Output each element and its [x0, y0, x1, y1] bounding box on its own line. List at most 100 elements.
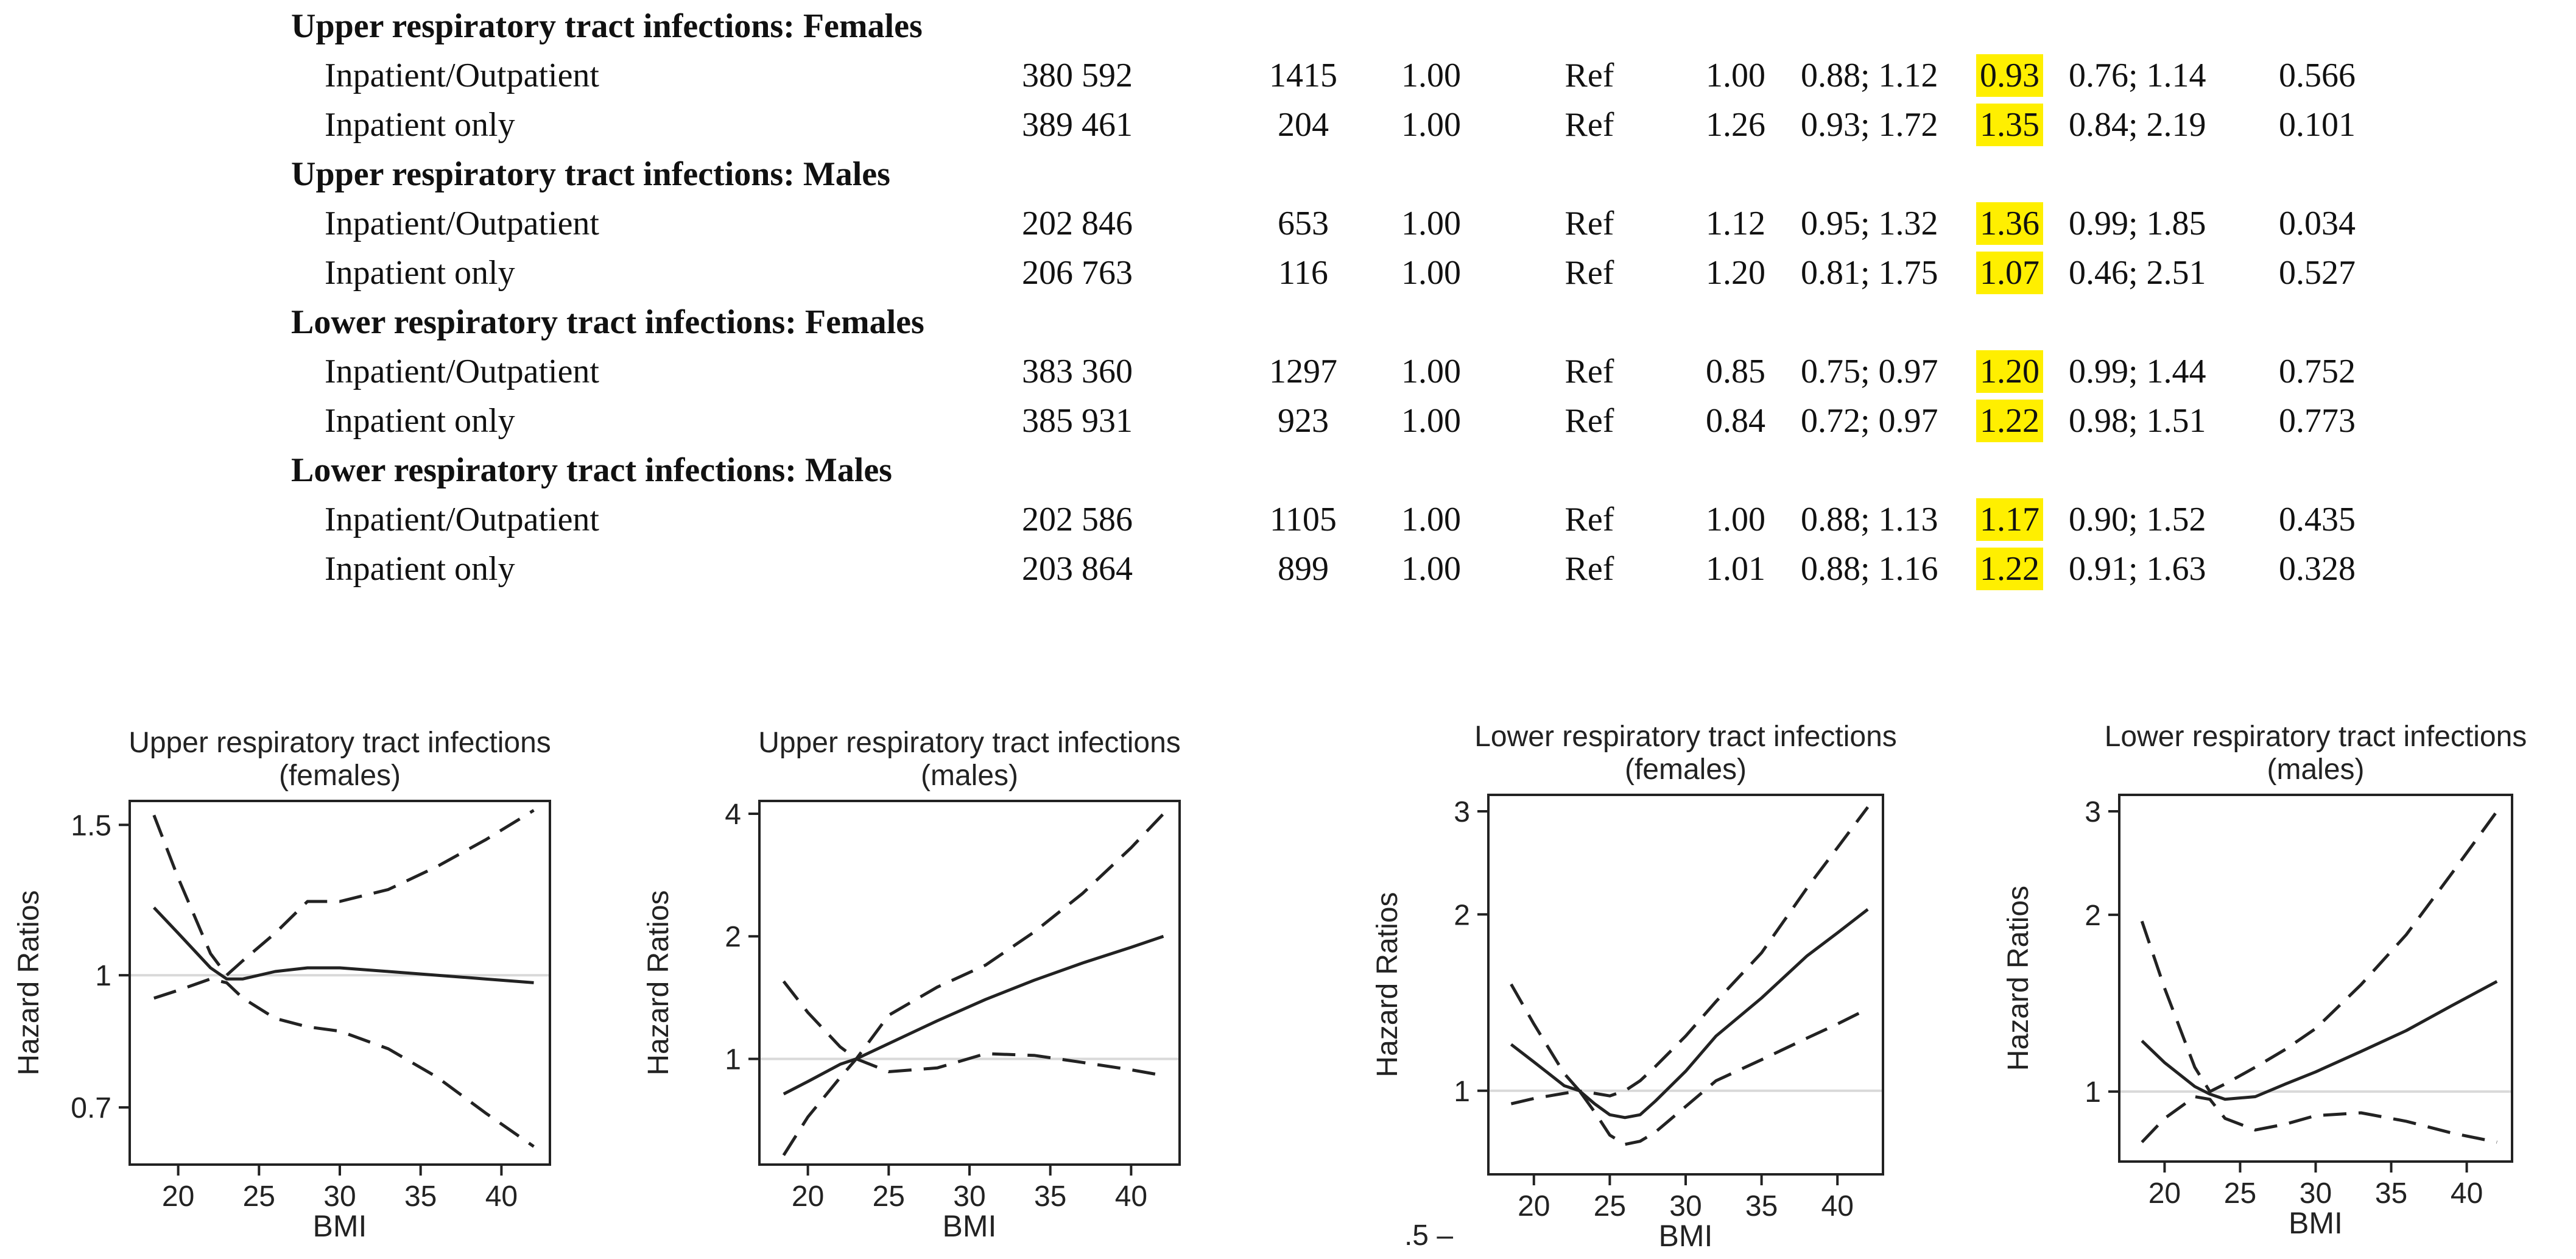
cell-hr2: 0.85	[1706, 353, 1765, 390]
cell-ci2: 0.72; 0.97	[1801, 402, 1938, 440]
cell-hr3: 1.36	[1976, 202, 2043, 245]
cell-ci3: 0.91; 1.63	[2069, 550, 2206, 588]
cell-p: 0.773	[2279, 402, 2356, 440]
row-label: Inpatient/Outpatient	[325, 205, 599, 242]
cell-hr3: 1.20	[1976, 350, 2043, 393]
y-tick-label: 3	[2085, 796, 2101, 828]
x-tick-label: 40	[1821, 1190, 1854, 1222]
y-tick-label: 1	[1454, 1076, 1470, 1108]
cell-p: 0.328	[2279, 550, 2356, 588]
group-title: Upper respiratory tract infections: Fema…	[291, 7, 923, 45]
cell-ref: Ref	[1564, 106, 1614, 144]
cell-hr1: 1.00	[1401, 57, 1461, 94]
group-title: Lower respiratory tract infections: Fema…	[291, 303, 924, 341]
cell-events: 923	[1278, 402, 1329, 440]
cell-hr3: 1.22	[1976, 400, 2043, 442]
row-label: Inpatient/Outpatient	[325, 501, 599, 538]
cell-ci3: 0.46; 2.51	[2069, 254, 2206, 292]
x-tick-label: 35	[2375, 1177, 2407, 1210]
plot-frame	[758, 800, 1181, 1166]
cell-ci2: 0.88; 1.13	[1801, 501, 1938, 538]
chart-title-line: (males)	[921, 760, 1018, 792]
x-tick-label: 40	[1115, 1180, 1147, 1213]
x-tick-label: 25	[873, 1180, 905, 1213]
cell-n: 380 592	[1022, 57, 1133, 94]
cell-n: 389 461	[1022, 106, 1133, 144]
x-tick-label: 30	[953, 1180, 985, 1213]
chart-title-line: Lower respiratory tract infections	[1474, 721, 1897, 753]
cell-ref: Ref	[1564, 254, 1614, 292]
cell-events: 116	[1278, 254, 1328, 292]
cell-ref: Ref	[1564, 205, 1614, 242]
cell-p: 0.527	[2279, 254, 2356, 292]
cell-ci2: 0.93; 1.72	[1801, 106, 1938, 144]
cell-ci2: 0.88; 1.16	[1801, 550, 1938, 588]
x-tick-label: 30	[2300, 1177, 2332, 1210]
cell-n: 203 864	[1022, 550, 1133, 588]
cell-n: 385 931	[1022, 402, 1133, 440]
chart-title-line: (males)	[2267, 753, 2364, 786]
x-tick-label: 40	[2451, 1177, 2483, 1210]
y-tick-label: 2	[1454, 899, 1470, 931]
cell-hr1: 1.00	[1401, 550, 1461, 588]
x-tick-label: 30	[1669, 1190, 1701, 1222]
x-axis-label: BMI	[1659, 1219, 1713, 1253]
row-label: Inpatient/Outpatient	[325, 57, 599, 94]
x-axis-label: BMI	[943, 1209, 997, 1243]
series-estimate-line	[152, 906, 534, 984]
chart-title-line: (females)	[1625, 753, 1747, 786]
cell-hr2: 1.00	[1706, 501, 1765, 538]
row-label: Inpatient only	[325, 106, 515, 144]
x-axis-label: BMI	[313, 1209, 367, 1243]
x-tick-label: 20	[2148, 1177, 2181, 1210]
cell-events: 1415	[1269, 57, 1337, 94]
cell-events: 899	[1278, 550, 1329, 588]
cell-hr2: 0.84	[1706, 402, 1765, 440]
cell-events: 1297	[1269, 353, 1337, 390]
x-tick-label: 20	[162, 1180, 194, 1213]
y-tick-label: 4	[725, 799, 741, 831]
cell-ref: Ref	[1564, 550, 1614, 588]
cell-p: 0.034	[2279, 205, 2356, 242]
cell-p: 0.101	[2279, 106, 2356, 144]
cell-hr2: 1.00	[1706, 57, 1765, 94]
chart-title-line: Upper respiratory tract infections	[128, 727, 551, 759]
y-tick-label: 0.7	[71, 1092, 111, 1124]
x-tick-label: 25	[2224, 1177, 2256, 1210]
cell-hr1: 1.00	[1401, 106, 1461, 144]
cell-hr2: 1.12	[1706, 205, 1765, 242]
x-tick-label: 35	[1034, 1180, 1066, 1213]
x-tick-label: 25	[243, 1180, 275, 1213]
plot-frame	[1487, 794, 1884, 1176]
series-lower-line	[153, 977, 535, 1148]
cell-ci3: 0.99; 1.44	[2069, 353, 2206, 390]
series-upper-line	[152, 809, 535, 977]
y-axis-label: Hazard Ratios	[2002, 886, 2035, 1071]
group-title: Upper respiratory tract infections: Male…	[291, 155, 890, 193]
x-tick-label: 35	[404, 1180, 437, 1213]
y-tick-label: 2	[2085, 900, 2101, 932]
y-tick-label: 1	[95, 960, 111, 992]
series-estimate-line	[1510, 908, 1869, 1120]
series-upper-line	[1510, 806, 1870, 1098]
series-lower-line	[2141, 1095, 2497, 1144]
cell-events: 1105	[1270, 501, 1337, 538]
y-axis-label: Hazard Ratios	[642, 890, 675, 1075]
cell-ci3: 0.99; 1.85	[2069, 205, 2206, 242]
cell-ci2: 0.88; 1.12	[1801, 57, 1938, 94]
series-upper-line	[782, 813, 1165, 1156]
row-label: Inpatient only	[325, 402, 515, 440]
cell-hr1: 1.00	[1401, 402, 1461, 440]
cell-hr3: 1.17	[1976, 498, 2043, 541]
series-lower-line	[1510, 1007, 1869, 1146]
cell-ci3: 0.84; 2.19	[2069, 106, 2206, 144]
x-tick-label: 30	[323, 1180, 356, 1213]
cell-hr1: 1.00	[1401, 205, 1461, 242]
cell-hr1: 1.00	[1401, 254, 1461, 292]
cell-n: 202 846	[1022, 205, 1133, 242]
x-tick-label: 20	[792, 1180, 824, 1213]
x-tick-label: 35	[1745, 1190, 1778, 1222]
cell-hr2: 1.26	[1706, 106, 1765, 144]
cell-hr2: 1.01	[1706, 550, 1765, 588]
